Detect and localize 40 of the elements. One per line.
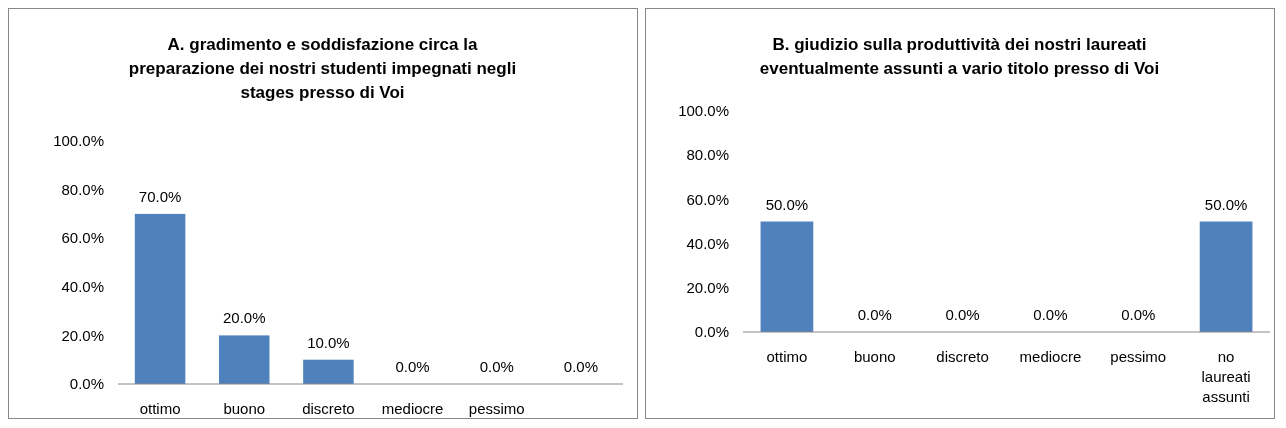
y-tick-label: 0.0% bbox=[694, 323, 729, 341]
x-tick-label: buono bbox=[223, 400, 266, 417]
x-tick-label: buono bbox=[853, 348, 896, 365]
x-tick-label: discreto bbox=[302, 400, 355, 417]
data-label: 10.0% bbox=[307, 333, 350, 351]
x-tick-label: mediocre bbox=[1019, 348, 1082, 365]
x-tick-label: pessimo bbox=[1110, 348, 1167, 365]
y-tick-label: 20.0% bbox=[61, 326, 104, 344]
data-label: 0.0% bbox=[857, 306, 892, 323]
bar bbox=[303, 359, 354, 384]
x-tick-label: no laureati assunti bbox=[1201, 348, 1251, 405]
bar bbox=[219, 335, 270, 384]
y-tick-label: 40.0% bbox=[61, 278, 104, 296]
y-tick-label: 0.0% bbox=[69, 375, 104, 393]
data-label: 50.0% bbox=[765, 195, 809, 213]
data-label: 20.0% bbox=[222, 309, 266, 327]
data-label: 0.0% bbox=[1033, 306, 1068, 323]
data-label: 0.0% bbox=[1121, 306, 1156, 323]
y-tick-label: 100.0% bbox=[678, 102, 729, 120]
y-tick-label: 60.0% bbox=[61, 229, 104, 247]
x-tick-label: discreto bbox=[936, 348, 989, 365]
y-tick-label: 20.0% bbox=[686, 279, 729, 297]
x-tick-label: mediocre bbox=[381, 400, 444, 417]
y-tick-label: 80.0% bbox=[61, 180, 104, 198]
data-label: 0.0% bbox=[945, 306, 980, 323]
data-label: 0.0% bbox=[479, 358, 514, 375]
y-tick-label: 100.0% bbox=[53, 132, 104, 150]
y-tick-label: 60.0% bbox=[686, 190, 729, 208]
data-label: 70.0% bbox=[138, 187, 182, 205]
data-label: 0.0% bbox=[563, 358, 599, 375]
bar bbox=[134, 213, 186, 384]
chart-title: A. gradimento e soddisfazione circa la preparazione dei nostri studenti impegnati negli stages presso di Voi bbox=[128, 35, 517, 102]
chart-title: B. giudizio sulla produttività dei nostri laureati eventualmente assunti a vario titolo presso di Voi bbox=[759, 35, 1160, 78]
y-tick-label: 40.0% bbox=[686, 234, 729, 252]
x-tick-label: ottimo bbox=[139, 400, 181, 417]
y-tick-label: 80.0% bbox=[686, 146, 729, 164]
x-tick-label: pessimo bbox=[468, 400, 525, 417]
data-label: 50.0% bbox=[1204, 195, 1248, 213]
data-label: 0.0% bbox=[395, 358, 430, 375]
x-tick-label: ottimo bbox=[766, 348, 808, 365]
